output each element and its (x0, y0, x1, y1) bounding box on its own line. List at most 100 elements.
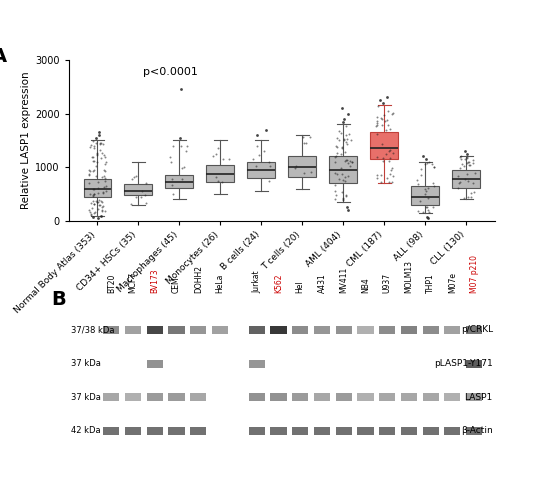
Point (463, 154, 472, 162)
Point (98, 140, 107, 148)
Bar (422, 326, 439, 334)
Point (372, 122, 381, 130)
Point (100, 160, 109, 168)
Point (92, 134, 101, 142)
Point (380, 111, 389, 119)
Point (96, 139, 104, 147)
Point (92, 158, 101, 166)
Bar (466, 360, 482, 368)
Bar (358, 326, 373, 334)
Bar (314, 393, 330, 401)
Point (379, 155, 388, 163)
Point (94, 205, 102, 213)
Text: B: B (52, 290, 67, 309)
Point (177, 142, 186, 150)
Point (251, 162, 260, 170)
Point (96, 201, 104, 209)
Point (84, 171, 93, 179)
Point (341, 192, 350, 200)
Point (339, 115, 348, 123)
Text: BV173: BV173 (150, 269, 159, 293)
Bar (249, 427, 265, 435)
Point (98, 203, 107, 211)
Bar (249, 326, 265, 334)
Point (212, 173, 221, 181)
Point (208, 152, 217, 160)
Text: Hel: Hel (296, 281, 305, 293)
Bar (168, 427, 185, 435)
Point (96, 154, 105, 162)
Bar (336, 326, 352, 334)
Point (430, 182, 438, 190)
Bar (166, 175, 194, 188)
Point (91, 197, 100, 205)
Point (463, 153, 471, 161)
Point (265, 162, 274, 170)
Point (249, 155, 257, 163)
Point (169, 190, 178, 198)
Point (468, 179, 477, 187)
Point (301, 139, 310, 147)
Text: MV411: MV411 (339, 267, 348, 293)
Point (96, 146, 104, 154)
Point (85, 179, 94, 187)
Point (100, 151, 108, 159)
Point (386, 146, 394, 154)
Point (417, 171, 426, 179)
Point (100, 166, 109, 174)
Point (89, 185, 97, 193)
Point (465, 158, 474, 166)
Point (372, 174, 381, 182)
Point (299, 169, 308, 177)
Bar (125, 326, 141, 334)
Point (338, 176, 347, 184)
Point (342, 156, 351, 164)
Point (378, 140, 387, 148)
Point (424, 206, 432, 214)
Y-axis label: Relative LASP1 expression: Relative LASP1 expression (21, 71, 31, 209)
Point (89, 166, 98, 174)
Point (141, 191, 150, 199)
Point (91, 208, 100, 216)
Point (386, 154, 394, 162)
Point (389, 149, 398, 157)
Bar (379, 427, 395, 435)
Point (128, 176, 136, 184)
Point (214, 145, 223, 153)
Point (418, 208, 427, 216)
Point (169, 143, 178, 151)
Point (340, 135, 349, 143)
Text: A431: A431 (317, 273, 327, 293)
Point (384, 179, 393, 187)
Point (90, 200, 98, 208)
Bar (314, 427, 330, 435)
Point (89, 213, 98, 221)
Point (339, 194, 348, 202)
Point (385, 170, 394, 178)
Point (90, 200, 98, 208)
Point (94, 198, 102, 206)
Point (100, 184, 108, 192)
Point (388, 178, 397, 186)
Point (420, 185, 429, 193)
Bar (288, 157, 316, 177)
Point (425, 158, 433, 166)
Point (345, 157, 354, 165)
Point (425, 208, 433, 216)
Point (88, 192, 97, 200)
Point (253, 142, 262, 150)
Point (383, 116, 392, 124)
Text: BT20: BT20 (107, 274, 116, 293)
Bar (444, 427, 460, 435)
Point (337, 164, 346, 172)
Point (94, 179, 102, 187)
Text: DOHH2: DOHH2 (194, 265, 203, 293)
Point (142, 179, 151, 187)
Point (102, 158, 111, 166)
Point (338, 144, 346, 152)
Point (334, 175, 343, 183)
Text: 37 kDa: 37 kDa (71, 393, 101, 402)
Point (338, 195, 347, 203)
Bar (336, 427, 352, 435)
Point (455, 164, 464, 172)
